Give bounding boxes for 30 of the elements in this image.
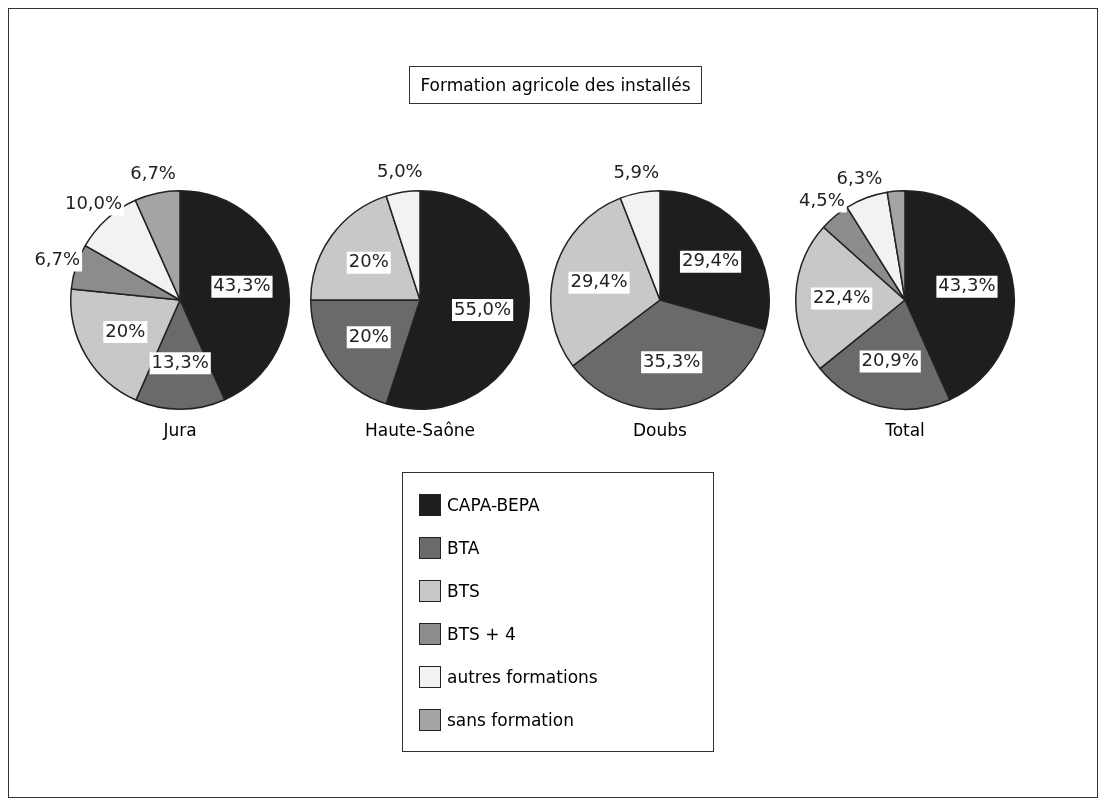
legend-label: sans formation [447,709,574,730]
data-label: 4,5% [799,189,845,211]
data-label: 6,3% [836,167,883,189]
legend-label: CAPA-BEPA [447,494,540,515]
chart-title: Formation agricole des installés [409,66,702,104]
data-label: 6,7% [34,248,81,270]
data-label: 55,0% [453,297,512,319]
data-label: 29,4% [570,270,628,292]
slice-label: Haute-Saône [363,420,477,440]
data-label: 22,4% [813,286,871,308]
legend-label: BTA [447,537,480,558]
data-label: 43,3% [938,274,996,296]
data-label: 43,3% [213,274,271,296]
data-label: 20% [348,324,389,346]
data-label: 5,0% [376,160,423,182]
data-label: 35,3% [643,349,701,371]
data-label: 6,7% [130,161,176,183]
legend-label: BTS [447,580,480,601]
legend-label: BTS + 4 [447,623,516,644]
slice-label: Total [884,420,926,440]
data-label: 5,9% [613,160,660,182]
data-label: 29,4% [681,249,740,271]
data-label: 20% [348,250,389,272]
data-label: 20,9% [861,349,919,371]
data-label: 10,0% [64,192,123,214]
slice-label: Doubs [632,420,688,440]
data-label: 13,3% [151,351,209,373]
legend-label: autres formations [447,666,598,687]
data-label: 20% [105,319,146,341]
slice-label: Jura [161,420,198,440]
